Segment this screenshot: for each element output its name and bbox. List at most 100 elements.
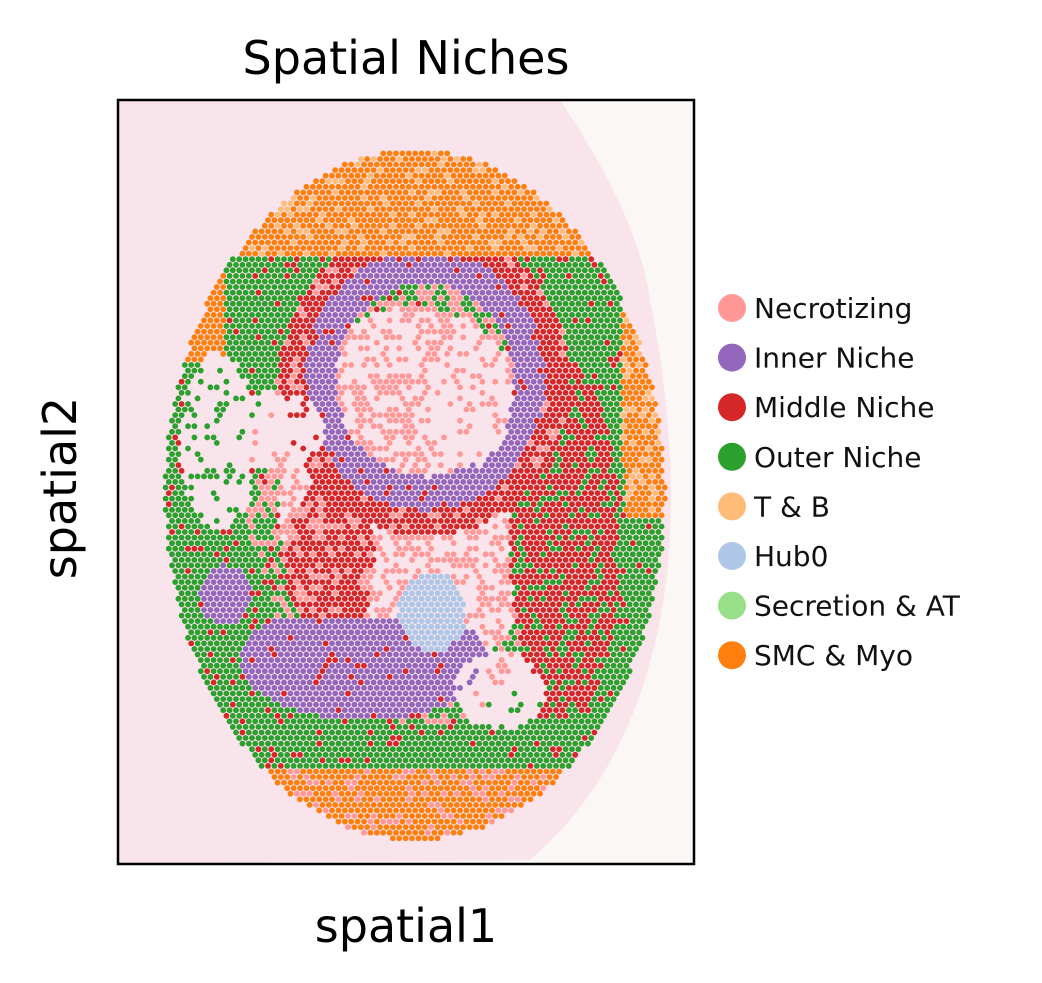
spot-point <box>329 584 335 591</box>
spot-point <box>380 506 387 513</box>
spot-point <box>556 256 563 263</box>
spot-point <box>329 228 335 235</box>
spot-point <box>332 623 339 630</box>
spot-point <box>329 573 335 580</box>
spot-point <box>204 300 211 307</box>
spot-point <box>325 267 332 274</box>
spot-point <box>290 584 297 591</box>
spot-point <box>540 328 547 335</box>
spot-point <box>300 401 307 407</box>
spot-point <box>469 239 476 246</box>
spot-point <box>229 334 236 341</box>
spot-point <box>364 646 371 652</box>
spot-point <box>418 284 425 290</box>
spot-point <box>341 295 348 302</box>
spot-point <box>335 183 342 190</box>
spot-point <box>348 328 355 335</box>
spot-point <box>252 562 259 569</box>
spot-point <box>249 501 255 508</box>
spot-point <box>249 568 255 574</box>
spot-point <box>319 234 326 240</box>
spot-point <box>303 317 310 324</box>
spot-point <box>530 534 537 541</box>
spot-point <box>386 440 393 446</box>
spot-point <box>217 278 223 285</box>
spot-point <box>463 428 470 435</box>
spot-point <box>348 228 355 235</box>
spot-point <box>303 239 310 246</box>
spot-point <box>594 579 601 585</box>
spot-point <box>290 529 297 535</box>
spot-point <box>591 640 598 647</box>
spot-point <box>309 183 316 190</box>
spot-point <box>181 384 188 391</box>
spot-point <box>489 261 495 268</box>
spot-point <box>623 551 630 558</box>
spot-point <box>492 512 499 519</box>
spot-point <box>447 200 454 207</box>
spot-point <box>201 339 207 346</box>
spot-point <box>338 412 345 418</box>
spot-point <box>261 568 268 574</box>
spot-point <box>425 250 431 257</box>
spot-point <box>370 378 377 385</box>
spot-point <box>588 345 595 352</box>
spot-point <box>329 406 335 413</box>
spot-point <box>585 362 591 368</box>
spot-point <box>181 506 188 513</box>
spot-point <box>613 367 620 374</box>
spot-point <box>229 267 236 274</box>
spot-point <box>354 261 361 268</box>
spot-point <box>175 395 182 402</box>
spot-point <box>252 607 259 613</box>
spot-point <box>604 551 611 558</box>
spot-point <box>284 451 291 457</box>
spot-point <box>197 601 204 608</box>
spot-point <box>293 256 300 263</box>
spot-point <box>313 300 319 307</box>
spot-point <box>370 289 377 296</box>
spot-point <box>549 245 556 252</box>
spot-point <box>242 267 249 274</box>
spot-point <box>431 473 438 480</box>
spot-point <box>242 367 249 374</box>
spot-point <box>482 484 489 491</box>
spot-point <box>527 395 534 402</box>
spot-point <box>457 217 463 224</box>
spot-point <box>402 523 409 530</box>
spot-point <box>537 467 543 474</box>
spot-point <box>530 601 537 608</box>
spot-point <box>236 312 243 318</box>
spot-point <box>508 518 515 524</box>
spot-point <box>271 629 278 636</box>
spot-point <box>418 373 425 379</box>
spot-point <box>223 623 230 630</box>
spot-point <box>575 334 582 341</box>
spot-point <box>239 529 246 535</box>
spot-point <box>553 506 559 513</box>
spot-point <box>415 401 422 407</box>
spot-point <box>380 150 387 157</box>
spot-point <box>293 412 300 418</box>
spot-point <box>325 590 332 597</box>
spot-point <box>297 506 303 513</box>
spot-point <box>261 601 268 608</box>
spot-point <box>617 328 623 335</box>
spot-point <box>178 490 185 496</box>
spot-point <box>229 323 236 329</box>
spot-point <box>389 534 396 541</box>
spot-point <box>457 607 463 613</box>
spot-point <box>175 440 182 446</box>
spot-point <box>578 473 585 480</box>
spot-point <box>639 467 646 474</box>
spot-point <box>271 607 278 613</box>
spot-point <box>386 261 393 268</box>
spot-point <box>607 278 614 285</box>
spot-point <box>460 334 467 341</box>
spot-point <box>293 211 300 218</box>
spot-point <box>466 278 473 285</box>
spot-point <box>485 222 492 229</box>
spot-point <box>309 306 316 313</box>
spot-point <box>597 484 604 491</box>
spot-point <box>437 328 444 335</box>
